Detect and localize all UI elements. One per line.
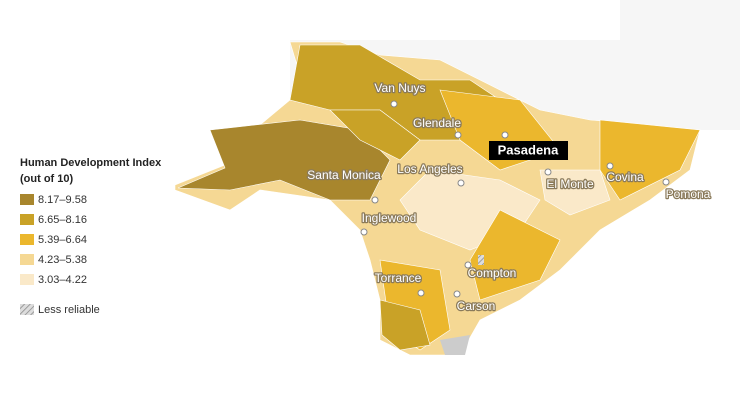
city-dot (464, 261, 472, 269)
legend-swatch (20, 214, 34, 225)
city-label: El Monte (546, 177, 594, 191)
legend-items: 8.17–9.58 6.65–8.16 5.39–6.64 4.23–5.38 3.03… (20, 194, 87, 286)
city-dot (417, 289, 425, 297)
unreliable-region (478, 255, 484, 265)
region (469, 209, 561, 301)
city-label: Torrance (375, 271, 422, 285)
unreliable-region (440, 335, 470, 355)
city-dot (371, 196, 379, 204)
city-dot (454, 131, 462, 139)
highlight-box (489, 141, 568, 160)
region (539, 169, 611, 216)
city-dot (662, 178, 670, 186)
city-label: Van Nuys (374, 81, 425, 95)
city-label: Pomona (666, 187, 711, 201)
region (177, 119, 391, 201)
city-label: Compton (468, 266, 517, 280)
legend-label: 3.03–4.22 (38, 274, 87, 286)
city-label: Inglewood (362, 211, 417, 225)
city-label: Santa Monica (307, 168, 381, 182)
legend-swatch (20, 274, 34, 285)
city-dot (453, 290, 461, 298)
legend-label: 4.23–5.38 (38, 254, 87, 266)
city-dot (457, 179, 465, 187)
legend-label: 5.39–6.64 (38, 234, 87, 246)
city-label-highlight: Pasadena (498, 142, 559, 157)
city-dot (544, 168, 552, 176)
legend-swatch (20, 194, 34, 205)
legend-swatch (20, 234, 34, 245)
legend-title: (out of 10) (20, 173, 73, 185)
legend-title: Human Development Index (20, 157, 162, 169)
city-label: Covina (606, 170, 644, 184)
legend-swatch-hatched (20, 304, 34, 315)
city-labels: Van Nuys Glendale Santa Monica Los Angel… (306, 80, 712, 315)
city-label: Glendale (413, 116, 461, 130)
region (599, 119, 701, 201)
city-label: Los Angeles (397, 162, 462, 176)
city-label: Carson (457, 299, 496, 313)
region (379, 299, 431, 351)
legend-swatch (20, 254, 34, 265)
city-markers (360, 100, 670, 298)
regions (174, 41, 701, 356)
background-region (620, 0, 740, 130)
legend: Human Development Index (out of 10) 8.17… (20, 157, 162, 316)
city-dot (606, 162, 614, 170)
legend-label: Less reliable (38, 304, 100, 316)
city-dot (501, 131, 509, 139)
city-dot (360, 228, 368, 236)
city-dot (390, 100, 398, 108)
legend-label: 6.65–8.16 (38, 214, 87, 226)
legend-label: 8.17–9.58 (38, 194, 87, 206)
region (329, 109, 421, 161)
